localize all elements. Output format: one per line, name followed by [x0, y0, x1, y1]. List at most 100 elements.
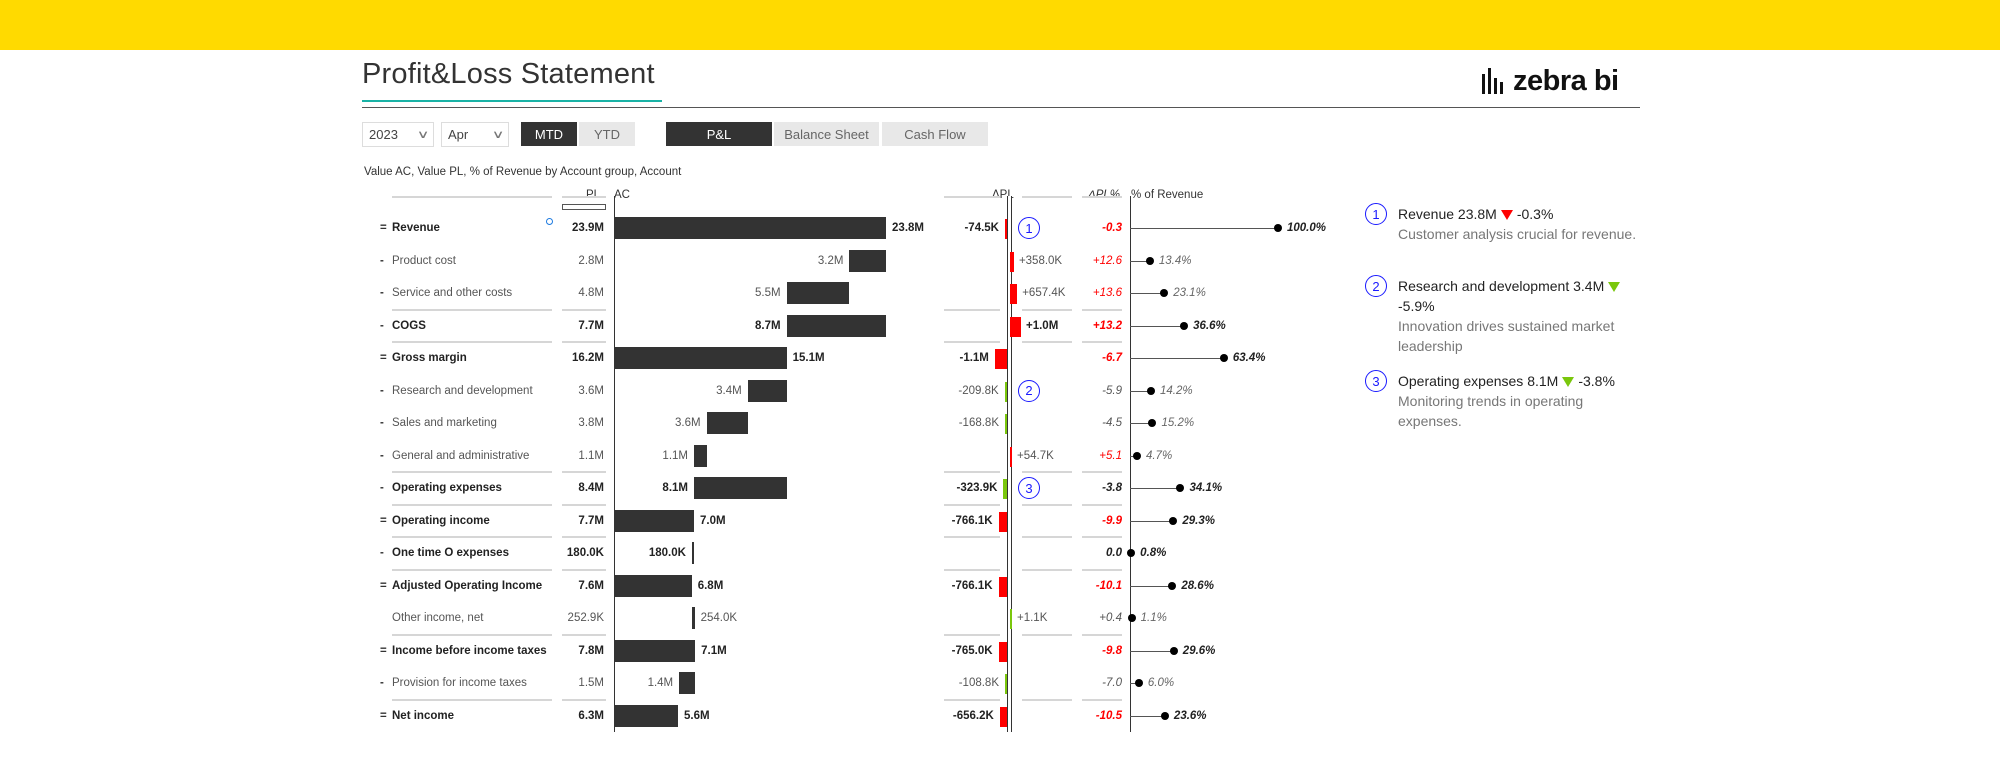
logo-bars-icon — [1482, 68, 1503, 94]
page-title: Profit&Loss Statement — [362, 58, 655, 90]
row-separator — [562, 536, 606, 538]
tab-balance-sheet[interactable]: Balance Sheet — [774, 122, 879, 146]
comment-title: Operating expenses 8.1M — [1398, 373, 1559, 389]
triangle-down-icon — [1562, 377, 1575, 388]
row-separator — [1082, 633, 1122, 636]
pct-revenue-dot — [1169, 516, 1178, 525]
pl-value: 4.8M — [578, 287, 604, 299]
triangle-down-icon — [1608, 282, 1621, 293]
delta-pl-value: -766.1K — [951, 579, 993, 592]
row-marker: = — [380, 352, 387, 364]
row-marker: = — [380, 709, 387, 722]
pct-revenue-value: 6.0% — [1147, 677, 1175, 689]
ac-value: 1.1M — [662, 449, 688, 462]
ac-bar — [614, 347, 787, 369]
row-label: Product cost — [392, 254, 456, 267]
row-separator — [1082, 341, 1122, 343]
pct-revenue-dot — [1160, 711, 1169, 720]
row-separator — [944, 196, 1000, 198]
ac-value: 5.5M — [755, 287, 781, 299]
row-label: General and administrative — [392, 449, 530, 462]
comment-delta: -3.8% — [1578, 373, 1615, 389]
top-banner — [0, 0, 2000, 50]
delta-pl-bar — [1010, 284, 1018, 304]
pct-revenue-value: 23.1% — [1173, 287, 1206, 299]
pl-value: 252.9K — [567, 612, 604, 624]
pl-value: 7.8M — [578, 644, 604, 657]
row-separator — [392, 536, 552, 538]
ac-bar — [694, 477, 787, 499]
delta-pl-pct-value: +13.2 — [1092, 319, 1122, 332]
row-label: COGS — [392, 319, 426, 332]
month-dropdown[interactable]: Apr ∨ — [441, 122, 509, 147]
delta-pl-bar — [999, 706, 1007, 727]
delta-pl-bar — [1005, 674, 1007, 694]
row-separator — [1022, 308, 1072, 311]
pl-value: 2.8M — [578, 254, 604, 267]
comment-number[interactable]: 3 — [1365, 370, 1387, 392]
row-separator — [562, 503, 606, 506]
comment-number[interactable]: 1 — [1365, 203, 1387, 225]
delta-pl-value: -765.0K — [951, 644, 993, 657]
ac-value: 8.1M — [662, 482, 688, 494]
pct-revenue-dot — [1274, 224, 1282, 232]
pct-revenue-stem — [1130, 423, 1153, 424]
ac-bar — [747, 379, 787, 402]
header-pl: PL — [586, 189, 601, 201]
comment-marker[interactable]: 3 — [1018, 477, 1040, 499]
tab-cash-flow[interactable]: Cash Flow — [882, 122, 988, 146]
ac-value: 23.8M — [892, 222, 924, 234]
row-separator — [1082, 698, 1122, 701]
delta-pl-value: -1.1M — [959, 352, 989, 364]
ac-bar — [614, 217, 887, 239]
comment-heading: Revenue 23.8M -0.3% Customer analysis cruc… — [1398, 204, 1638, 244]
row-marker: - — [380, 547, 384, 559]
row-label: Service and other costs — [392, 287, 513, 299]
comment-marker[interactable]: 1 — [1018, 217, 1040, 239]
row-marker: - — [380, 384, 384, 397]
delta-pl-value: -168.8K — [958, 417, 999, 429]
row-separator — [392, 503, 552, 506]
row-separator — [1082, 308, 1122, 311]
row-marker: - — [380, 482, 384, 494]
row-separator — [392, 471, 552, 473]
delta-pl-bar — [1005, 414, 1007, 434]
delta-pl-value: -108.8K — [958, 677, 999, 689]
pct-revenue-dot — [1147, 386, 1156, 395]
header-delta-pl-pct: ΔPL% — [1088, 189, 1121, 201]
pct-revenue-dot — [1127, 614, 1136, 622]
year-dropdown[interactable]: 2023 ∨ — [362, 122, 434, 147]
delta-pl-pct-value: -3.8 — [1102, 482, 1122, 494]
pct-revenue-dot — [1169, 646, 1178, 655]
pl-value: 7.7M — [578, 319, 604, 332]
delta-pl-pct-value: -5.9 — [1102, 384, 1122, 397]
row-marker: - — [380, 319, 384, 332]
ac-bar — [706, 412, 748, 434]
tab-ytd[interactable]: YTD — [579, 122, 635, 146]
pct-revenue-stem — [1130, 358, 1224, 359]
month-value: Apr — [448, 127, 469, 142]
pct-revenue-axis — [1130, 196, 1131, 732]
delta-pl-pct-value: -0.3 — [1102, 222, 1122, 234]
ac-bar — [849, 249, 887, 272]
comment-heading: Operating expenses 8.1M -3.8% Monitoring t… — [1398, 371, 1638, 431]
row-label: Operating expenses — [392, 482, 502, 494]
header-divider — [362, 107, 1640, 108]
pct-revenue-value: 28.6% — [1181, 579, 1214, 592]
pl-value: 6.3M — [578, 709, 604, 722]
comment-number[interactable]: 2 — [1365, 275, 1387, 297]
pl-value: 180.0K — [566, 547, 604, 559]
row-separator — [1022, 698, 1072, 701]
logo-text: zebra bi — [1513, 64, 1619, 97]
delta-pl-value: +1.1K — [1017, 612, 1048, 624]
tab-mtd[interactable]: MTD — [521, 122, 577, 146]
pct-revenue-stem — [1130, 488, 1181, 489]
row-separator — [1022, 196, 1072, 198]
comment-marker[interactable]: 2 — [1018, 379, 1040, 402]
pct-revenue-value: 36.6% — [1193, 319, 1226, 332]
tab-pl[interactable]: P&L — [666, 122, 772, 146]
ac-bar — [786, 314, 887, 337]
ac-value: 15.1M — [792, 352, 825, 364]
pl-value: 1.1M — [578, 449, 604, 462]
delta-pl-pct-value: -10.1 — [1095, 579, 1122, 592]
